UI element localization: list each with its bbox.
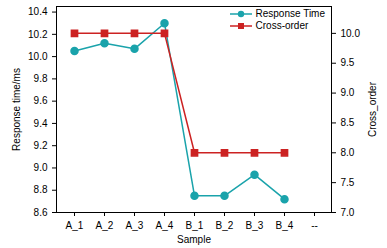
html-text:Cross-order: Cross-order	[255, 20, 309, 31]
svg-text:7.5: 7.5	[341, 177, 355, 188]
svg-text:8.6: 8.6	[34, 207, 48, 218]
svg-text:9.0: 9.0	[341, 87, 355, 98]
svg-text:B_3: B_3	[246, 220, 264, 231]
svg-text:9.6: 9.6	[34, 95, 48, 106]
svg-text:A_3: A_3	[126, 220, 144, 231]
svg-text:A_4: A_4	[156, 220, 174, 231]
svg-text:Response time/ms: Response time/ms	[11, 68, 22, 151]
svg-text:Cross_order: Cross_order	[367, 81, 378, 137]
svg-text:B_1: B_1	[186, 220, 204, 231]
svg-text:9.2: 9.2	[34, 140, 48, 151]
svg-text:8.5: 8.5	[341, 117, 355, 128]
svg-text:10.0: 10.0	[28, 51, 48, 62]
svg-text:A_2: A_2	[96, 220, 114, 231]
svg-text:9.4: 9.4	[34, 118, 48, 129]
svg-text:--: --	[311, 220, 318, 231]
svg-text:A_1: A_1	[66, 220, 84, 231]
svg-text:7.0: 7.0	[341, 207, 355, 218]
svg-text:9.0: 9.0	[34, 162, 48, 173]
svg-text:B_4: B_4	[276, 220, 294, 231]
svg-text:9.8: 9.8	[34, 73, 48, 84]
svg-text:9.5: 9.5	[341, 57, 355, 68]
svg-text:10.2: 10.2	[28, 29, 48, 40]
svg-text:10.0: 10.0	[341, 28, 361, 39]
svg-text:8.0: 8.0	[341, 147, 355, 158]
html-text:Response Time: Response Time	[255, 8, 325, 19]
svg-text:8.8: 8.8	[34, 184, 48, 195]
svg-text:Sample: Sample	[177, 234, 211, 245]
svg-text:B_2: B_2	[216, 220, 234, 231]
svg-text:10.4: 10.4	[28, 6, 48, 17]
